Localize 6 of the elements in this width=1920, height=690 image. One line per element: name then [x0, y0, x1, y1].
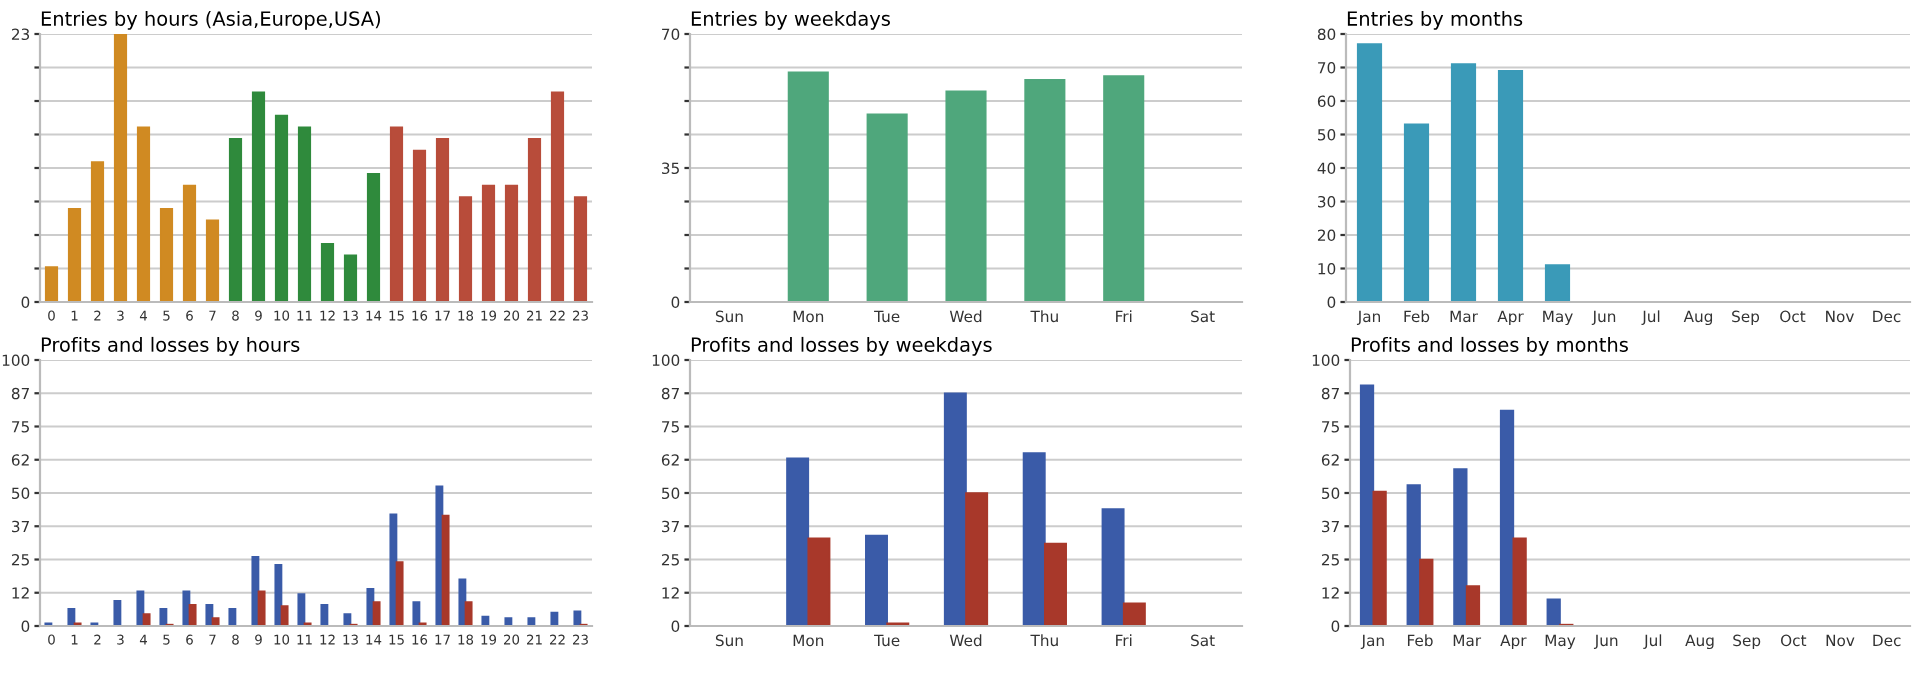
chart-title: Entries by weekdays — [691, 10, 890, 30]
chart-title: Profits and losses by months — [1351, 336, 1628, 356]
chart-title: Profits and losses by weekdays — [691, 336, 992, 356]
chart-title: Profits and losses by hours — [41, 336, 300, 356]
chart-title: Entries by months — [1347, 10, 1523, 30]
chart-title: Entries by hours (Asia,Europe,USA) — [41, 10, 381, 30]
